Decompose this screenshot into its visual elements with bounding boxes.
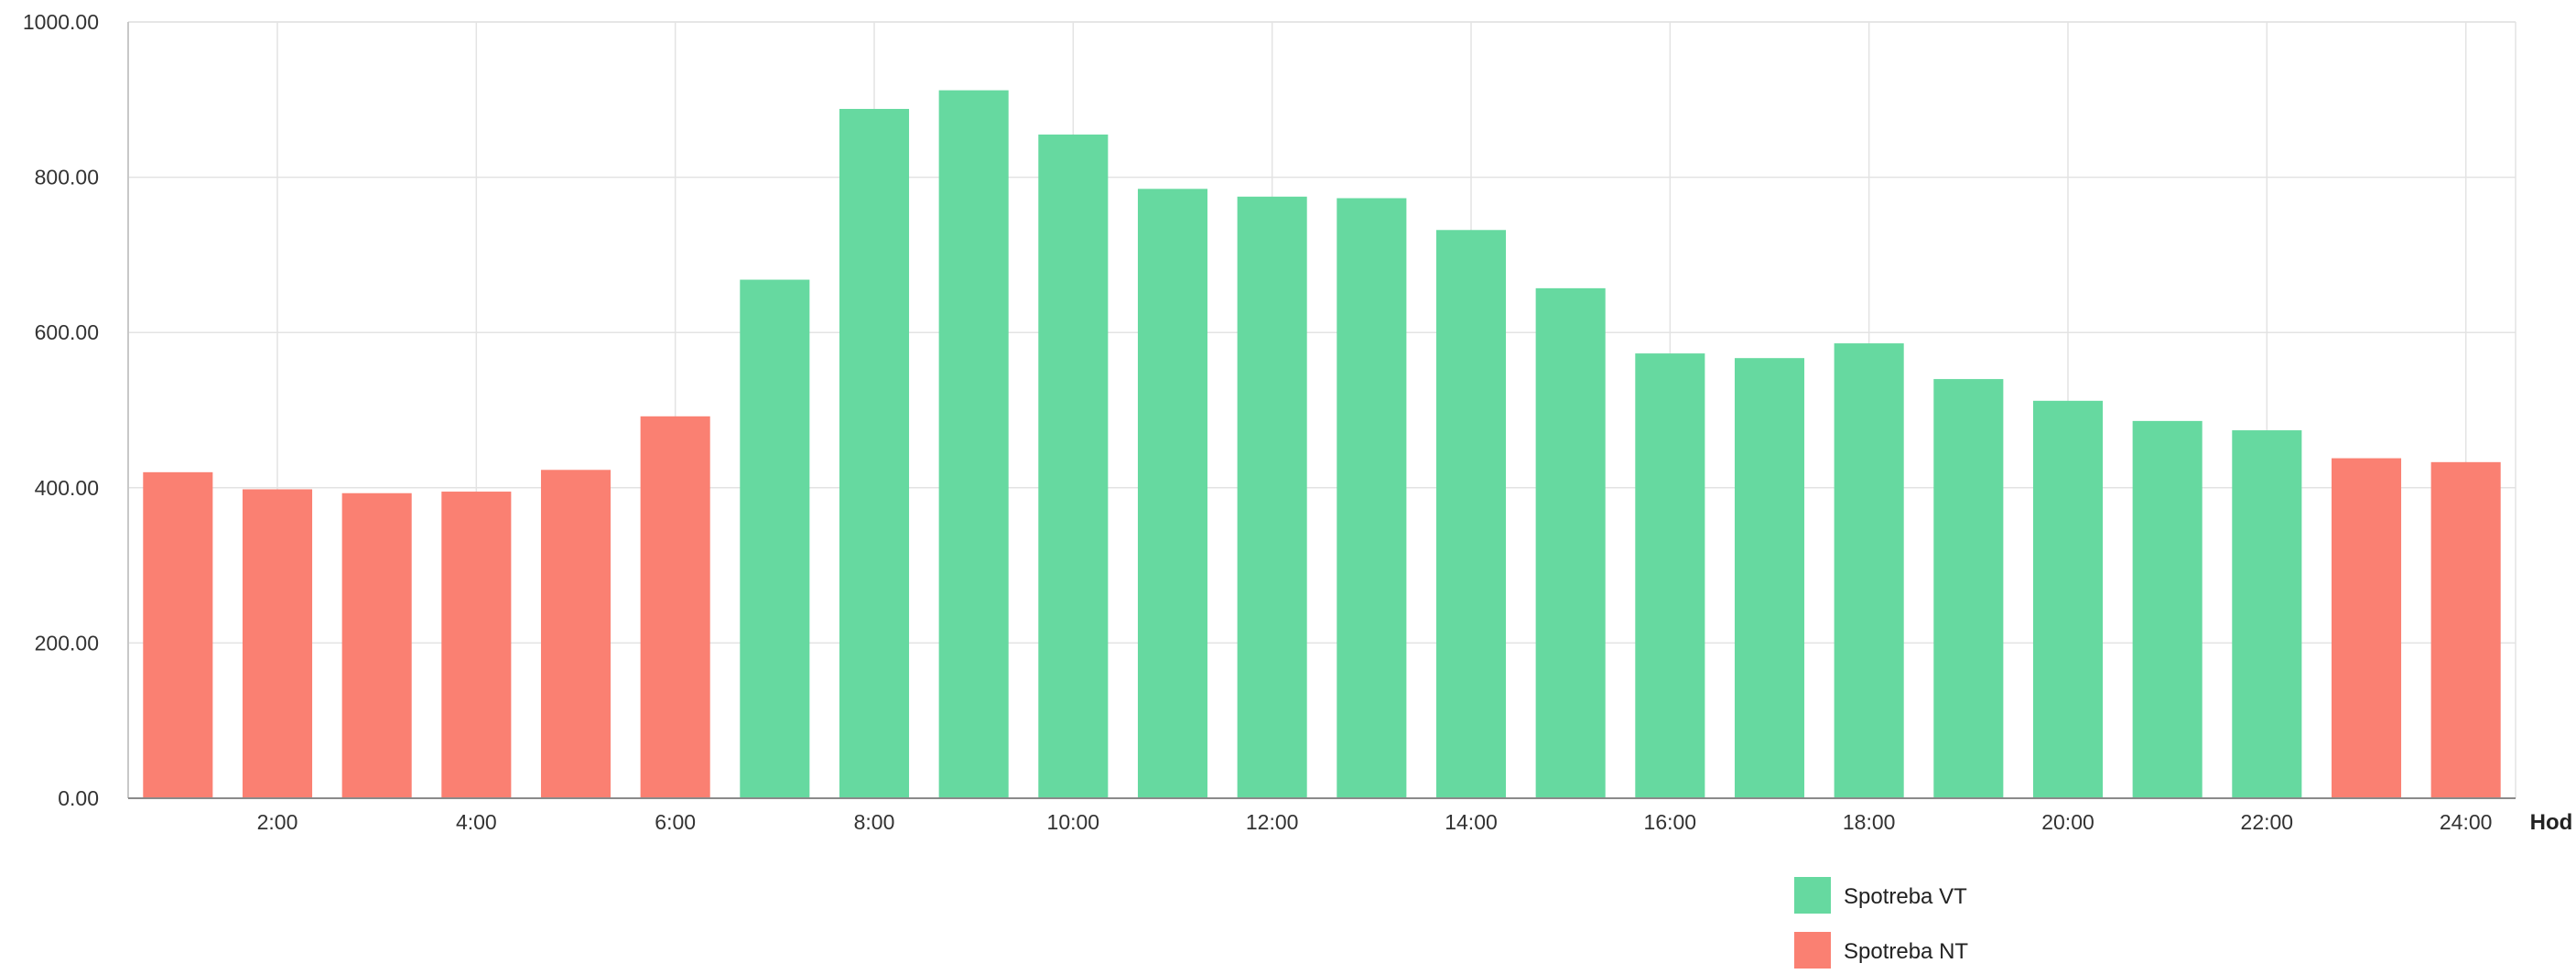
y-tick-label: 800.00 — [35, 166, 99, 189]
x-tick-label: 18:00 — [1843, 810, 1896, 834]
y-tick-label: 400.00 — [35, 476, 99, 500]
legend-swatch — [1794, 877, 1831, 914]
bar-nt[interactable] — [2331, 458, 2402, 798]
bar-vt[interactable] — [1635, 353, 1705, 798]
legend: Spotreba VT Spotreba NT — [1794, 877, 1968, 969]
x-tick-label: 6:00 — [655, 810, 696, 834]
bar-vt[interactable] — [1734, 358, 1805, 798]
bar-vt[interactable] — [1237, 196, 1307, 799]
bar-nt[interactable] — [540, 470, 612, 798]
bars — [143, 90, 2501, 799]
bar-vt[interactable] — [1435, 230, 1507, 798]
axis-labels: 0.00 200.00 400.00 600.00 800.00 1000.00 2:00 4… — [23, 10, 2572, 835]
y-tick-label: 600.00 — [35, 320, 99, 344]
bar-vt[interactable] — [1933, 379, 2004, 798]
x-tick-label: 24:00 — [2440, 810, 2493, 834]
bar-vt[interactable] — [1038, 134, 1109, 798]
bar-vt[interactable] — [2232, 430, 2302, 798]
x-axis-title: Hod — [2530, 810, 2573, 835]
legend-item[interactable]: Spotreba NT — [1794, 932, 1968, 969]
x-tick-label: 12:00 — [1246, 810, 1299, 834]
bar-nt[interactable] — [2430, 461, 2501, 798]
bar-vt[interactable] — [2132, 420, 2203, 798]
legend-swatch — [1794, 932, 1831, 969]
bar-nt[interactable] — [143, 471, 213, 798]
bar-vt[interactable] — [1834, 343, 1904, 798]
y-tick-label: 0.00 — [58, 786, 99, 810]
x-tick-label: 20:00 — [2041, 810, 2094, 834]
axes — [127, 22, 2516, 799]
bar-vt[interactable] — [938, 90, 1009, 798]
y-tick-label: 200.00 — [35, 631, 99, 655]
bar-vt[interactable] — [1535, 287, 1606, 798]
x-tick-label: 4:00 — [456, 810, 497, 834]
x-tick-label: 8:00 — [854, 810, 895, 834]
bar-nt[interactable] — [341, 492, 412, 798]
y-tick-label: 1000.00 — [23, 10, 99, 34]
x-tick-label: 2:00 — [257, 810, 298, 834]
bar-nt[interactable] — [640, 416, 710, 798]
bar-vt[interactable] — [1137, 189, 1208, 798]
bar-vt[interactable] — [1337, 198, 1407, 799]
x-tick-label: 22:00 — [2241, 810, 2294, 834]
x-tick-label: 10:00 — [1047, 810, 1100, 834]
legend-label: Spotreba NT — [1844, 939, 1968, 964]
legend-item[interactable]: Spotreba VT — [1794, 877, 1967, 914]
bar-vt[interactable] — [2032, 400, 2104, 798]
x-tick-label: 16:00 — [1644, 810, 1697, 834]
legend-label: Spotreba VT — [1844, 884, 1967, 909]
bar-vt[interactable] — [740, 279, 810, 798]
bar-nt[interactable] — [242, 489, 313, 798]
bar-nt[interactable] — [441, 492, 512, 798]
x-tick-label: 14:00 — [1445, 810, 1498, 834]
bar-vt[interactable] — [839, 108, 910, 798]
